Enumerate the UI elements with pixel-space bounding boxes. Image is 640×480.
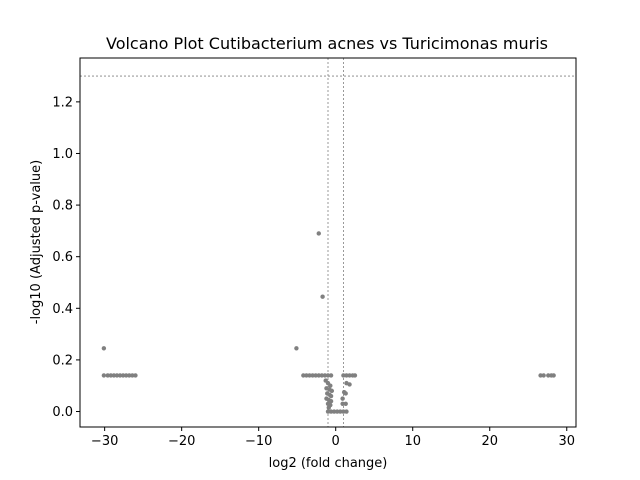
y-axis-label: -log10 (Adjusted p-value) xyxy=(29,160,44,324)
data-point xyxy=(538,373,543,378)
y-tick-label: 0.4 xyxy=(52,302,73,317)
data-point xyxy=(343,401,348,406)
x-tick-label: 20 xyxy=(481,434,498,449)
data-point xyxy=(335,409,340,414)
data-point xyxy=(105,373,110,378)
x-tick-label: 0 xyxy=(332,434,340,449)
data-point xyxy=(341,373,346,378)
data-point xyxy=(541,373,546,378)
data-point xyxy=(120,373,126,378)
y-axis-ticks: 0.0 0.2 0.4 0.6 0.8 1.0 1.2 xyxy=(52,95,80,420)
x-tick-label: 30 xyxy=(558,434,575,449)
data-point xyxy=(133,373,138,378)
data-point xyxy=(344,373,349,378)
x-axis-label: log2 (fold change) xyxy=(269,456,388,471)
data-point xyxy=(114,373,120,378)
data-point xyxy=(331,409,337,414)
data-point xyxy=(328,393,334,399)
plot-frame xyxy=(79,57,577,428)
data-point xyxy=(328,398,334,404)
data-point xyxy=(340,401,345,406)
data-point xyxy=(127,373,132,378)
data-point xyxy=(101,346,107,351)
x-tick-label: −10 xyxy=(245,434,272,449)
data-point xyxy=(310,373,315,378)
data-point xyxy=(316,231,321,236)
data-point xyxy=(320,294,325,299)
data-point xyxy=(108,373,114,378)
data-point xyxy=(341,409,346,414)
chart-title: Volcano Plot Cutibacterium acnes vs Turi… xyxy=(106,34,548,53)
data-points xyxy=(101,231,556,414)
data-point xyxy=(307,373,312,378)
data-point xyxy=(304,373,309,378)
data-point xyxy=(546,373,551,378)
data-point xyxy=(328,383,333,388)
data-point xyxy=(347,373,352,378)
data-point xyxy=(328,373,334,378)
data-point xyxy=(340,396,345,401)
data-point xyxy=(313,373,318,378)
data-point xyxy=(347,382,352,387)
data-point xyxy=(326,405,331,410)
data-point xyxy=(124,373,129,378)
data-point xyxy=(117,373,123,378)
data-point xyxy=(551,373,556,378)
data-point xyxy=(130,373,135,378)
data-point xyxy=(316,373,321,378)
data-point xyxy=(301,373,306,378)
data-point xyxy=(329,388,335,394)
data-point xyxy=(101,373,107,378)
threshold-lines xyxy=(80,58,576,427)
data-point xyxy=(111,373,117,378)
x-axis-ticks: −30 −20 −10 0 10 20 30 xyxy=(91,427,575,449)
y-tick-label: 0.6 xyxy=(52,250,73,265)
data-point xyxy=(294,346,299,351)
y-tick-label: 1.0 xyxy=(52,147,73,162)
data-point xyxy=(325,409,331,414)
y-tick-label: 0.2 xyxy=(52,353,73,368)
data-point xyxy=(319,373,325,378)
data-point xyxy=(328,409,334,414)
y-tick-label: 0.8 xyxy=(52,199,73,214)
data-point xyxy=(352,373,358,378)
y-tick-label: 0.0 xyxy=(52,405,73,420)
data-point xyxy=(338,409,343,414)
data-point xyxy=(325,373,331,378)
x-tick-label: −20 xyxy=(168,434,195,449)
x-tick-label: −30 xyxy=(91,434,118,449)
data-point xyxy=(344,409,349,414)
x-tick-label: 10 xyxy=(404,434,421,449)
y-tick-label: 1.2 xyxy=(52,95,73,110)
data-point xyxy=(322,373,328,378)
data-point xyxy=(343,391,348,396)
